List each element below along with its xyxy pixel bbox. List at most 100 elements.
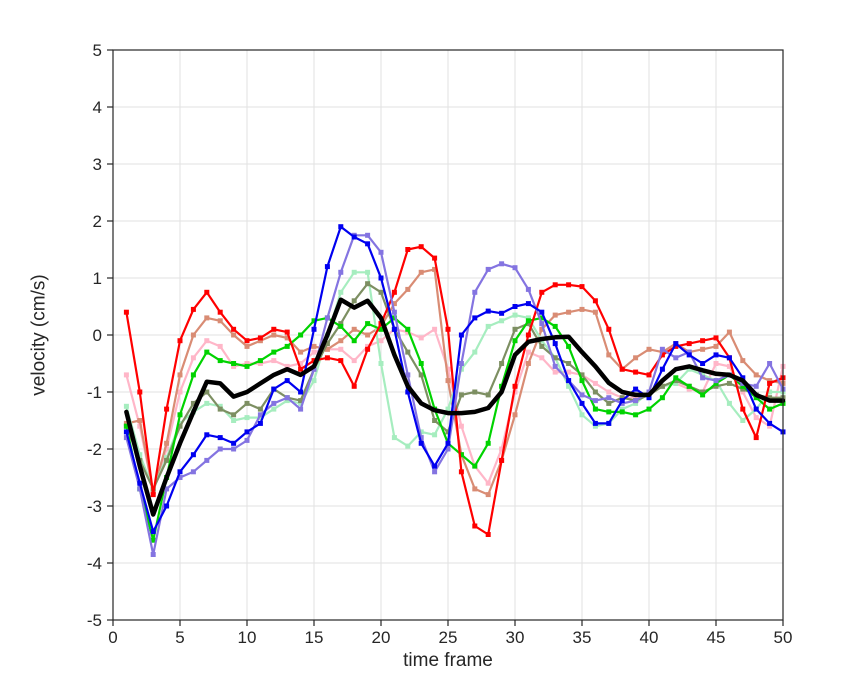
purple-trace-marker	[458, 361, 464, 366]
purple-trace-marker	[324, 315, 330, 321]
pale-green-trace-marker	[257, 415, 263, 421]
x-tick-label: 30	[506, 628, 525, 647]
pale-green-trace-marker	[619, 406, 625, 412]
green-trace-marker	[646, 406, 652, 412]
blue-trace-marker	[391, 326, 397, 332]
olive-green-trace-marker	[204, 389, 210, 395]
dark-salmon-trace-marker	[432, 266, 438, 272]
pale-green-trace-marker	[405, 443, 411, 449]
blue-trace-marker	[418, 440, 424, 446]
olive-green-trace-marker	[324, 341, 330, 347]
light-pink-trace-marker	[351, 358, 357, 364]
light-pink-trace-marker	[123, 372, 129, 378]
olive-green-trace-marker	[485, 392, 491, 398]
purple-trace-marker	[592, 398, 598, 404]
green-trace-marker	[204, 349, 210, 355]
y-tick-label: 4	[93, 98, 102, 117]
y-tick-label: 5	[93, 41, 102, 60]
red-trace-marker	[686, 341, 692, 347]
pale-green-trace-marker	[284, 398, 290, 404]
red-trace-marker	[231, 326, 237, 332]
light-pink-trace-marker	[177, 389, 183, 395]
olive-green-trace-marker	[405, 349, 411, 355]
purple-trace-marker	[204, 457, 210, 463]
light-pink-trace-marker	[271, 358, 277, 364]
olive-green-trace-marker	[659, 383, 665, 389]
light-pink-trace-marker	[204, 338, 210, 344]
olive-green-trace-marker	[190, 400, 196, 406]
red-trace-marker	[177, 338, 183, 344]
green-trace-marker	[271, 349, 277, 355]
pale-green-trace-marker	[767, 389, 773, 395]
light-pink-trace-marker	[767, 423, 773, 429]
green-trace-marker	[391, 315, 397, 321]
olive-green-trace-marker	[700, 389, 706, 395]
pale-green-trace-marker	[311, 378, 317, 384]
green-trace-marker	[338, 323, 344, 329]
green-trace-marker	[525, 318, 531, 324]
purple-trace-marker	[445, 446, 451, 452]
blue-trace-marker	[552, 341, 558, 347]
purple-trace-marker	[472, 289, 478, 295]
purple-trace-marker	[231, 446, 237, 452]
green-trace-marker	[512, 338, 518, 344]
red-trace-marker	[633, 369, 639, 375]
light-pink-trace-marker	[713, 361, 719, 366]
dark-salmon-trace-marker	[713, 343, 719, 349]
olive-green-trace-marker	[458, 392, 464, 398]
pale-green-trace-marker	[432, 432, 438, 438]
dark-salmon-trace-marker	[767, 378, 773, 384]
olive-green-trace-marker	[499, 361, 505, 366]
blue-trace-marker	[539, 309, 545, 315]
purple-trace-marker	[713, 378, 719, 384]
light-pink-trace-marker	[539, 355, 545, 361]
purple-trace-marker	[311, 366, 317, 372]
red-trace-marker	[391, 289, 397, 295]
green-trace-marker	[123, 423, 129, 429]
olive-green-trace-marker	[338, 321, 344, 327]
green-trace-marker	[673, 375, 679, 381]
red-trace-marker	[284, 329, 290, 335]
green-trace-marker	[217, 358, 223, 364]
blue-trace-marker	[298, 389, 304, 395]
green-trace-marker	[150, 537, 156, 543]
light-pink-trace-marker	[726, 363, 732, 369]
light-pink-trace-marker	[284, 363, 290, 369]
purple-trace-marker	[418, 435, 424, 441]
dark-salmon-trace-marker	[485, 492, 491, 498]
green-trace-marker	[700, 392, 706, 398]
green-trace-marker	[579, 378, 585, 384]
blue-trace-line	[125, 225, 785, 533]
light-pink-trace-marker	[432, 326, 438, 332]
purple-trace-marker	[499, 261, 505, 267]
purple-trace-marker	[405, 372, 411, 378]
green-trace-marker	[190, 372, 196, 378]
green-trace-marker	[472, 463, 478, 469]
dark-salmon-trace-marker	[351, 326, 357, 332]
x-tick-label: 0	[108, 628, 117, 647]
light-pink-trace-marker	[686, 386, 692, 392]
x-tick-label: 40	[640, 628, 659, 647]
red-trace-marker	[472, 523, 478, 529]
olive-green-trace-marker	[351, 298, 357, 304]
blue-trace-marker	[767, 420, 773, 426]
light-pink-trace-marker	[311, 349, 317, 355]
dark-salmon-trace-marker	[753, 372, 759, 378]
blue-trace-marker	[499, 310, 505, 316]
light-pink-trace-marker	[378, 338, 384, 344]
purple-trace-marker	[378, 249, 384, 255]
blue-trace-marker	[566, 378, 572, 384]
light-pink-trace-marker	[606, 389, 612, 395]
green-trace-marker	[257, 358, 263, 364]
pale-green-trace-marker	[740, 418, 746, 423]
red-trace-marker	[204, 289, 210, 295]
blue-trace-marker	[177, 469, 183, 475]
y-tick-label: 1	[93, 269, 102, 288]
blue-trace-marker	[579, 400, 585, 406]
olive-green-trace-marker	[713, 383, 719, 389]
red-trace-marker	[217, 309, 223, 315]
red-trace-marker	[646, 372, 652, 378]
pale-green-trace-marker	[244, 415, 250, 421]
light-pink-trace-marker	[244, 361, 250, 366]
dark-salmon-trace-marker	[231, 332, 237, 338]
